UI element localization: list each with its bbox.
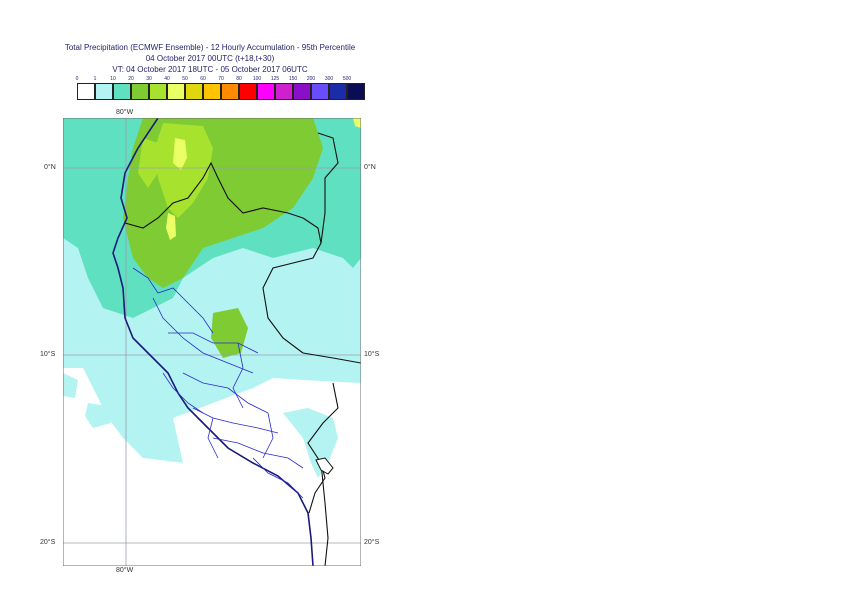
lat-label-right-10: 10°S bbox=[364, 351, 380, 358]
precip-area-teal-2 bbox=[338, 218, 361, 260]
lon-label-top: 80°W bbox=[116, 109, 134, 116]
scale-label: 70 bbox=[218, 76, 224, 82]
scale-label: 80 bbox=[236, 76, 242, 82]
scale-label: 200 bbox=[306, 76, 316, 82]
lat-label-left-20: 20°S bbox=[40, 539, 56, 546]
region-borders bbox=[132, 267, 304, 499]
border-peru-bolivia bbox=[307, 382, 339, 514]
border-brazil-peru bbox=[302, 352, 361, 364]
scale-label: 500 bbox=[342, 76, 352, 82]
ocean-precip-patch-3 bbox=[63, 323, 98, 363]
scale-swatch bbox=[149, 83, 167, 100]
precip-area-yellow-2 bbox=[166, 213, 176, 240]
scale-swatch bbox=[203, 83, 221, 100]
precip-area-yellow bbox=[173, 138, 187, 170]
lat-label-left-0: 0°N bbox=[44, 164, 56, 171]
lon-label-bottom: 80°W bbox=[116, 567, 134, 574]
title-line-3: VT: 04 October 2017 18UTC - 05 October 2… bbox=[112, 65, 308, 74]
pacific-ocean bbox=[63, 368, 323, 566]
scale-label: 100 bbox=[252, 76, 262, 82]
scale-swatch bbox=[311, 83, 329, 100]
scale-swatch bbox=[347, 83, 365, 100]
scale-swatch bbox=[275, 83, 293, 100]
title-line-1: Total Precipitation (ECMWF Ensemble) - 1… bbox=[64, 43, 356, 52]
precipitation-map bbox=[63, 118, 361, 566]
scale-swatch bbox=[221, 83, 239, 100]
scale-label: 40 bbox=[164, 76, 170, 82]
scale-label: 20 bbox=[128, 76, 134, 82]
scale-swatch bbox=[131, 83, 149, 100]
lat-label-right-0: 0°N bbox=[364, 164, 376, 171]
scale-swatch bbox=[113, 83, 131, 100]
scale-label: 0 bbox=[75, 76, 79, 82]
scale-swatch bbox=[95, 83, 113, 100]
lat-label-left-10: 10°S bbox=[40, 351, 56, 358]
scale-label: 300 bbox=[324, 76, 334, 82]
scale-label: 60 bbox=[200, 76, 206, 82]
scale-label: 125 bbox=[270, 76, 280, 82]
scale-swatch bbox=[329, 83, 347, 100]
scale-label: 10 bbox=[110, 76, 116, 82]
title-line-2: 04 October 2017 00UTC (t+18,t+30) bbox=[145, 54, 275, 63]
scale-swatch bbox=[77, 83, 95, 100]
scale-swatch bbox=[293, 83, 311, 100]
lake-titicaca bbox=[315, 457, 334, 475]
scale-swatch bbox=[239, 83, 257, 100]
border-colombia-peru bbox=[262, 217, 322, 354]
scale-label: 1 bbox=[93, 76, 97, 82]
precip-area-yellow-3 bbox=[353, 118, 361, 128]
precip-area-lime bbox=[155, 123, 213, 218]
precip-area-lime-2 bbox=[138, 138, 158, 188]
scale-label: 30 bbox=[146, 76, 152, 82]
scale-swatch bbox=[167, 83, 185, 100]
border-colombia-brazil bbox=[317, 132, 339, 244]
lat-label-right-20: 20°S bbox=[364, 539, 380, 546]
ocean-precip-patch-1 bbox=[63, 373, 78, 398]
border-ecuador-peru bbox=[124, 161, 304, 229]
scale-label: 50 bbox=[182, 76, 188, 82]
border-bolivia-chile bbox=[320, 462, 329, 566]
scale-swatch bbox=[185, 83, 203, 100]
scale-swatch bbox=[257, 83, 275, 100]
scale-label: 150 bbox=[288, 76, 298, 82]
ocean-precip-patch-2 bbox=[85, 403, 111, 428]
